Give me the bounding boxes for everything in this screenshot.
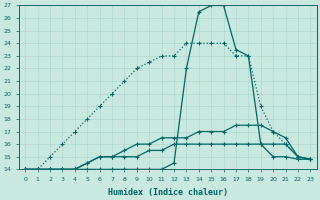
X-axis label: Humidex (Indice chaleur): Humidex (Indice chaleur) xyxy=(108,188,228,197)
